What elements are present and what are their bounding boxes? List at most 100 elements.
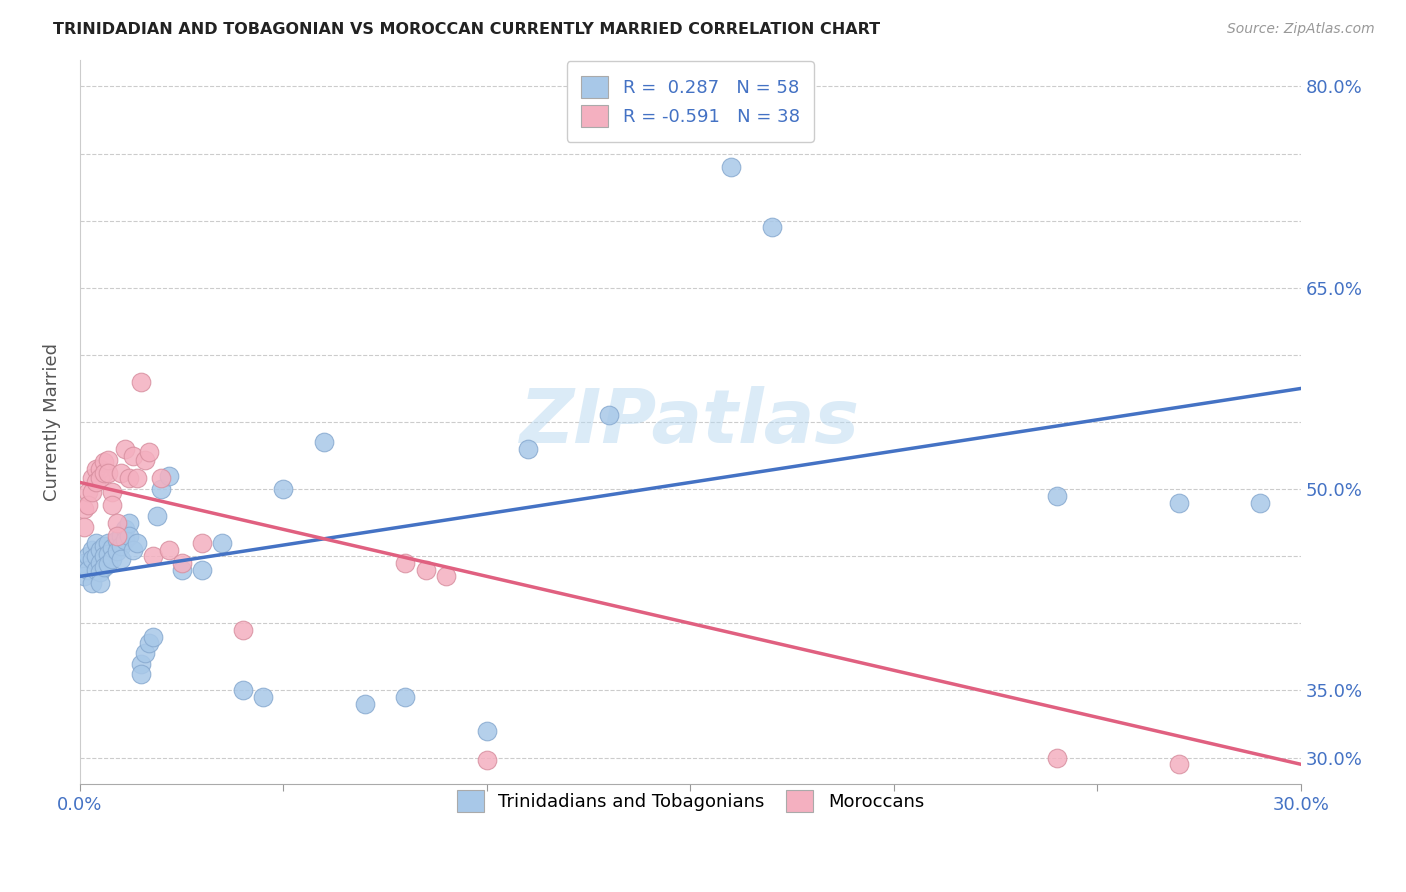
Point <box>84 462 107 476</box>
Point <box>121 542 143 557</box>
Point <box>118 516 141 530</box>
Point <box>138 444 160 458</box>
Point <box>353 697 375 711</box>
Y-axis label: Currently Married: Currently Married <box>44 343 60 501</box>
Point <box>73 519 96 533</box>
Point <box>475 723 498 738</box>
Point <box>93 549 115 564</box>
Point <box>720 160 742 174</box>
Point <box>84 549 107 564</box>
Point <box>89 471 111 485</box>
Point <box>105 529 128 543</box>
Point <box>191 563 214 577</box>
Point <box>73 556 96 570</box>
Point <box>97 547 120 561</box>
Point <box>101 552 124 566</box>
Point <box>89 462 111 476</box>
Point <box>114 522 136 536</box>
Point <box>157 468 180 483</box>
Point <box>80 542 103 557</box>
Point <box>1046 750 1069 764</box>
Point <box>73 569 96 583</box>
Point <box>114 442 136 456</box>
Point <box>84 536 107 550</box>
Point <box>93 466 115 480</box>
Point <box>110 539 132 553</box>
Point <box>121 449 143 463</box>
Point <box>232 683 254 698</box>
Point <box>142 630 165 644</box>
Point <box>110 529 132 543</box>
Point <box>118 471 141 485</box>
Point <box>1167 757 1189 772</box>
Point <box>170 556 193 570</box>
Point <box>110 466 132 480</box>
Point <box>142 549 165 564</box>
Text: TRINIDADIAN AND TOBAGONIAN VS MOROCCAN CURRENTLY MARRIED CORRELATION CHART: TRINIDADIAN AND TOBAGONIAN VS MOROCCAN C… <box>53 22 880 37</box>
Point <box>394 556 416 570</box>
Point <box>110 552 132 566</box>
Point <box>84 475 107 490</box>
Point <box>475 753 498 767</box>
Point <box>252 690 274 705</box>
Point <box>77 498 100 512</box>
Point <box>105 516 128 530</box>
Point <box>97 536 120 550</box>
Point <box>761 220 783 235</box>
Point <box>598 409 620 423</box>
Point <box>73 502 96 516</box>
Point <box>105 533 128 548</box>
Text: Source: ZipAtlas.com: Source: ZipAtlas.com <box>1227 22 1375 37</box>
Point <box>134 646 156 660</box>
Point <box>77 563 100 577</box>
Point <box>77 484 100 499</box>
Point <box>97 558 120 572</box>
Point <box>80 471 103 485</box>
Point <box>118 529 141 543</box>
Point <box>150 482 173 496</box>
Point <box>129 375 152 389</box>
Point <box>394 690 416 705</box>
Point <box>157 542 180 557</box>
Point <box>89 542 111 557</box>
Point <box>1249 495 1271 509</box>
Point <box>93 560 115 574</box>
Point <box>129 657 152 671</box>
Point <box>80 552 103 566</box>
Point <box>89 566 111 580</box>
Point <box>134 452 156 467</box>
Point <box>129 667 152 681</box>
Point <box>89 556 111 570</box>
Text: ZIPatlas: ZIPatlas <box>520 385 860 458</box>
Point <box>1046 489 1069 503</box>
Point <box>101 541 124 556</box>
Point <box>125 536 148 550</box>
Point <box>97 452 120 467</box>
Point <box>84 563 107 577</box>
Point <box>232 623 254 637</box>
Point <box>273 482 295 496</box>
Point <box>77 549 100 564</box>
Point <box>114 533 136 548</box>
Point <box>93 539 115 553</box>
Point <box>89 576 111 591</box>
Point <box>170 563 193 577</box>
Point <box>105 544 128 558</box>
Point <box>138 636 160 650</box>
Point <box>146 508 169 523</box>
Point <box>97 466 120 480</box>
Point <box>93 455 115 469</box>
Point <box>80 484 103 499</box>
Point <box>150 471 173 485</box>
Point <box>211 536 233 550</box>
Point <box>415 563 437 577</box>
Point <box>191 536 214 550</box>
Point <box>101 484 124 499</box>
Point <box>516 442 538 456</box>
Point <box>312 435 335 450</box>
Point <box>125 471 148 485</box>
Legend: Trinidadians and Tobagonians, Moroccans: Trinidadians and Tobagonians, Moroccans <box>443 775 938 826</box>
Point <box>101 498 124 512</box>
Point <box>80 576 103 591</box>
Point <box>434 569 457 583</box>
